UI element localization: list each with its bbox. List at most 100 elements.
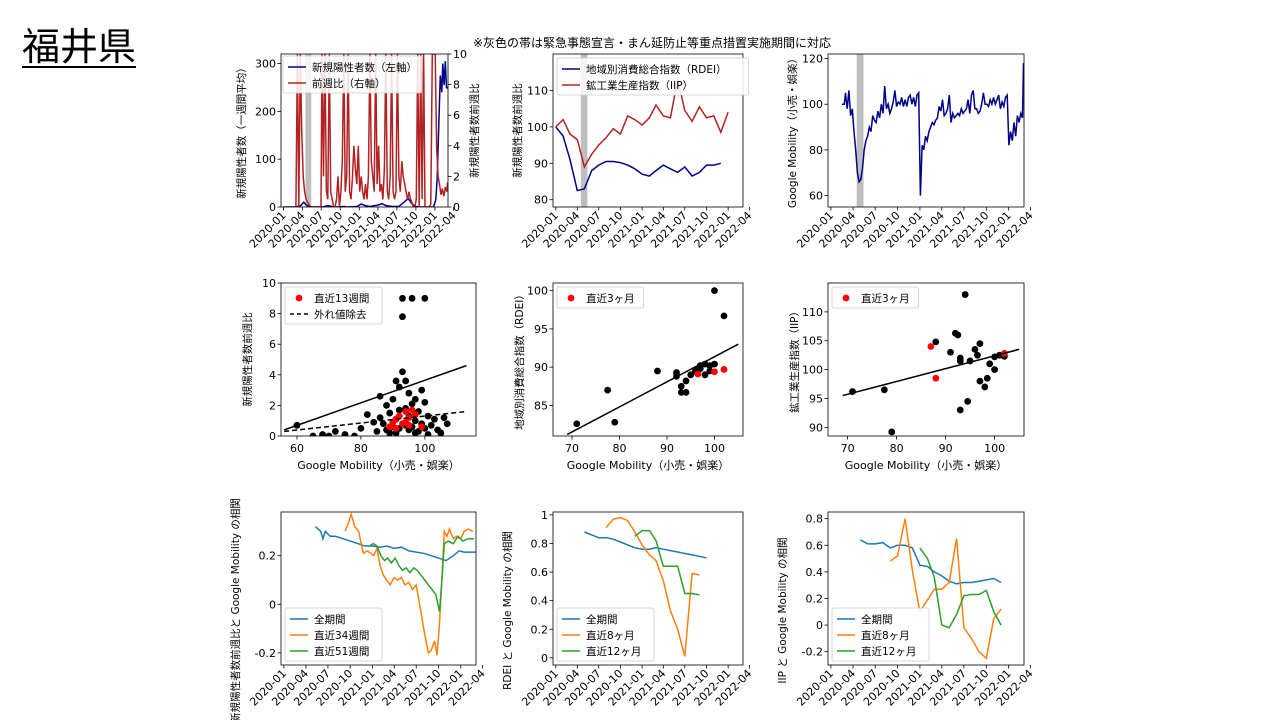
scatter-point [573,420,581,428]
plot-area [841,54,1024,207]
fit-line-dashed [284,410,467,433]
legend-box [831,607,930,662]
series-line-1 [859,539,1002,585]
scatter-point [421,294,429,302]
plot-area [842,291,1020,436]
scatter-point [411,395,419,403]
scatter-point-recent [395,412,403,420]
y-tick-label: 0.2 [806,592,824,605]
scatter-point [956,357,964,365]
scatter-point [405,389,413,397]
scatter-point-recent [392,424,400,432]
scatter-point [376,414,384,422]
y-tick-label: 90 [534,361,548,374]
plot-frame [552,53,744,208]
legend-label: 直近13週間 [314,292,369,305]
scatter-point [880,386,888,394]
scatter-point-recent [411,411,419,418]
scatter-point [983,374,991,382]
scatter-point [351,432,358,436]
series-line-1 [841,63,1024,196]
y-tick-label: 1 [541,509,548,522]
y-axis-label: RDEI と Google Mobility の相関 [501,531,514,690]
scatter-point [971,345,979,353]
y-tick-label: 2 [269,399,276,412]
legend-label: 直近8ヶ月 [586,629,635,642]
y-axis-label: Google Mobility（小売・娯楽） [786,53,799,208]
x-tick-label: 60 [290,442,304,455]
y-tick-label: 0.4 [531,595,549,608]
x-tick-label: 90 [660,442,674,455]
legend-box [282,55,423,94]
legend-label: 地域別消費総合指数（RDEI） [586,63,727,76]
y-tick-label: 0 [816,619,823,632]
y-tick-label: 120 [802,53,823,66]
plot-area [283,54,448,207]
shading-note: ※灰色の帯は緊急事態宣言・まん延防止等重点措置実施期間に対応 [473,35,831,50]
scatter-point [976,377,984,385]
scatter-point-recent [932,374,940,382]
scatter-point [386,429,394,436]
scatter-point [399,368,406,376]
scatter-point [379,420,387,428]
scatter-point [974,351,981,359]
scatter-point [673,369,680,376]
y-tick-label: 110 [527,84,548,97]
scatter-point [443,420,451,428]
scatter-point [319,431,326,436]
series-line-1 [555,126,721,192]
series-line-3 [634,529,700,596]
scatter-point [383,402,390,409]
legend-label: 全期間 [861,613,893,626]
x-tick-label: 70 [841,442,855,455]
scatter-point [309,432,317,436]
legend-label: 前週比（右軸） [312,77,386,90]
scatter-point [341,431,349,436]
scatter-point [437,429,445,436]
scatter-point [654,367,661,375]
scatter-point [392,377,400,385]
y-tick-label: 0 [269,430,276,443]
fit-line [283,364,467,431]
legend-box [556,286,644,309]
legend-label: 鉱工業生産指数（IIP） [586,79,693,92]
scatter-point [399,313,406,321]
scatter-point [402,377,410,385]
scatter-point [363,411,371,418]
scatter-point [888,428,896,436]
legend-box [284,286,383,325]
y-tick-label: 95 [809,392,823,405]
legend: 地域別消費総合指数（RDEI） 鉱工業生産指数（IIP） [556,57,749,96]
scatter-point [408,294,416,302]
y-tick-label: 0.4 [806,566,824,579]
scatter-point [421,398,429,406]
legend: 直近3ヶ月 [831,286,919,309]
scatter-point [932,338,940,346]
scatter-point [431,415,438,423]
scatter-point [720,312,728,320]
legend-label: 直近34週間 [314,629,369,642]
plot-frame [280,53,449,208]
x-tick-label: 100 [414,442,435,455]
scatter-point [711,287,718,295]
plot-frame [827,282,1025,437]
scatter-point [961,291,969,298]
scatter-point [611,418,619,426]
y-tick-label: 80 [809,144,823,157]
x-tick-label: 100 [984,442,1005,455]
y-tick-label: 0 [269,598,276,611]
series-line-3 [919,547,1002,629]
y-tick-label: 90 [534,157,548,170]
y-axis-label: 新規陽性者数前週比 [511,83,524,178]
x-tick-label: 70 [565,442,579,455]
y-tick-label: 8 [269,308,276,321]
scatter-point [389,395,397,403]
legend: 新規陽性者数（左軸） 前週比（右軸） [282,55,423,94]
legend-label: 全期間 [586,613,618,626]
fit-line [566,343,739,436]
x-tick-label: 80 [613,442,627,455]
